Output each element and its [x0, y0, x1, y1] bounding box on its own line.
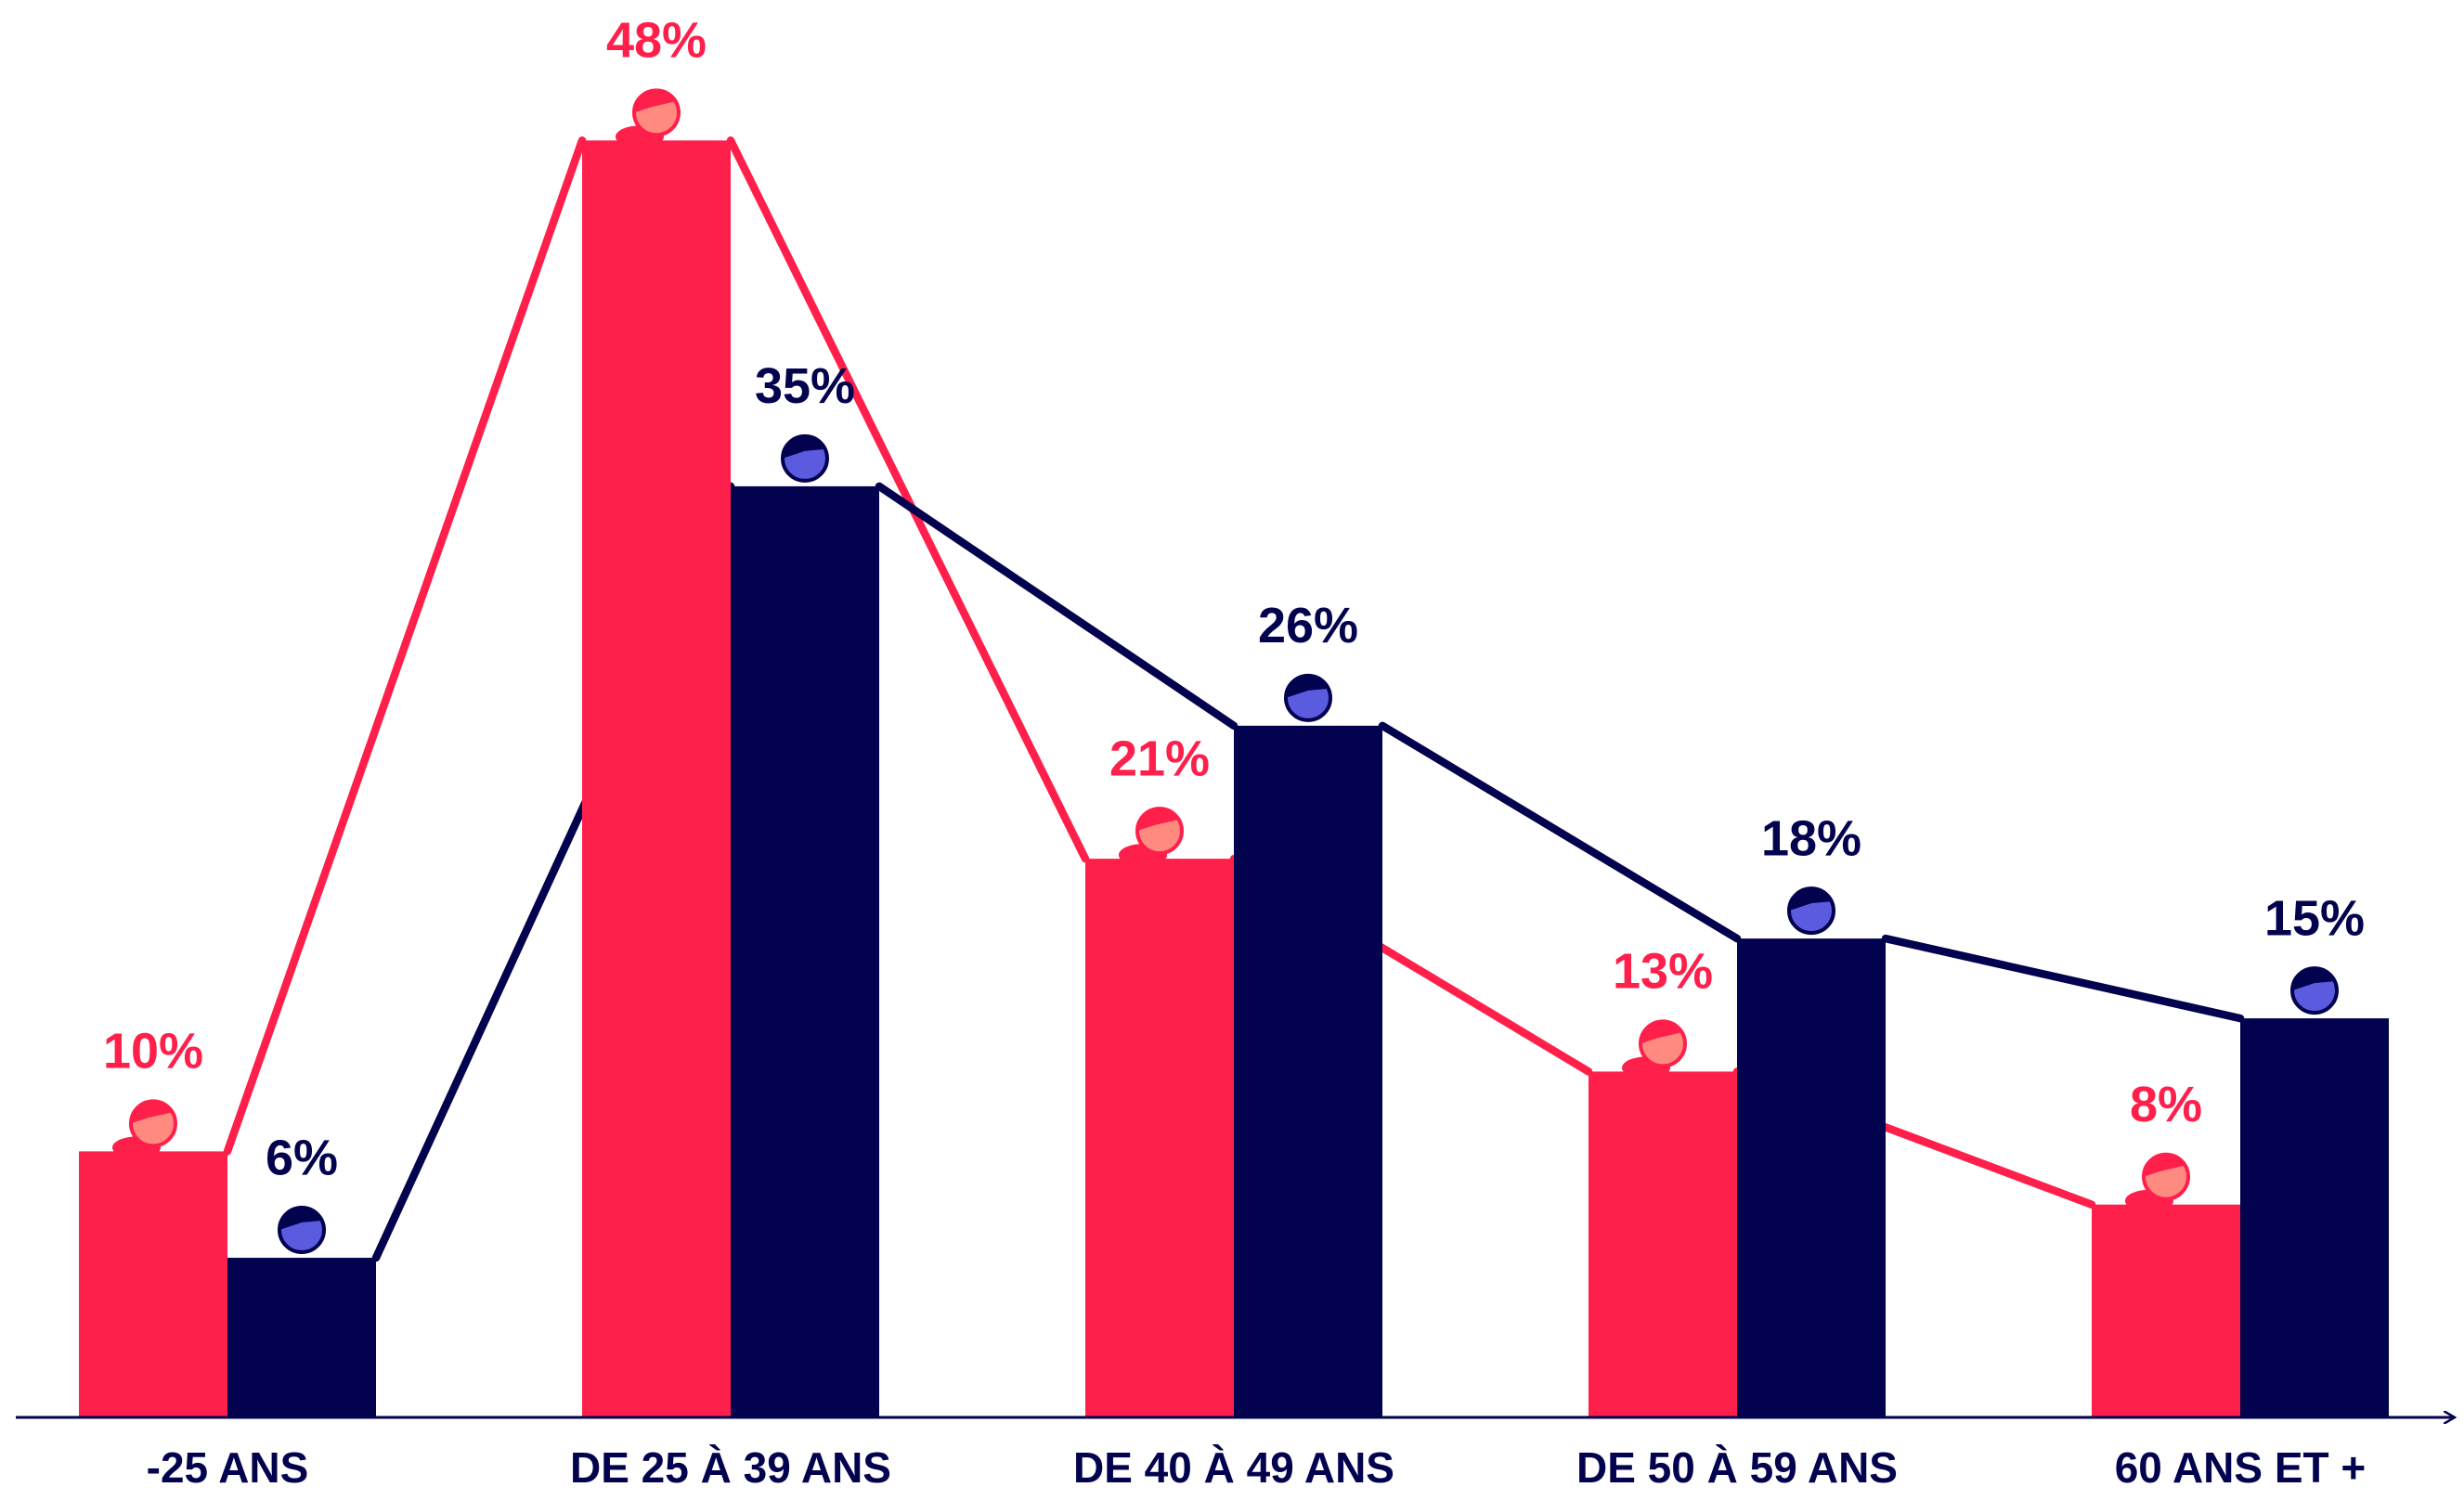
bar — [1234, 725, 1382, 1417]
connector-line — [726, 136, 1090, 863]
value-label: 26% — [1258, 598, 1358, 653]
icon-hair — [634, 91, 675, 113]
bar — [79, 1151, 227, 1417]
bar — [731, 485, 879, 1417]
icon-hair — [782, 435, 825, 459]
value-label: 8% — [2130, 1077, 2202, 1132]
bar — [1085, 859, 1234, 1417]
value-label: 6% — [266, 1130, 338, 1185]
value-label: 21% — [1109, 731, 1210, 786]
bar — [2092, 1204, 2240, 1417]
connector-line — [1881, 934, 2245, 1023]
bar — [582, 140, 731, 1417]
icon-hair — [131, 1102, 172, 1124]
connector-line — [223, 136, 587, 1156]
value-label: 15% — [2264, 890, 2365, 946]
x-tick-label: DE 40 À 49 ANS — [1073, 1443, 1394, 1492]
x-tick-label: DE 25 À 39 ANS — [570, 1443, 891, 1492]
icon-hair — [2291, 967, 2335, 991]
icon-hair — [1641, 1022, 1681, 1044]
bar — [227, 1258, 376, 1417]
bar — [1737, 938, 1886, 1417]
bar — [1589, 1071, 1737, 1417]
icon-hair — [1285, 675, 1329, 698]
value-label: 10% — [103, 1024, 203, 1080]
connector-line — [875, 482, 1238, 731]
bar — [2240, 1018, 2389, 1417]
value-label: 48% — [606, 13, 707, 69]
x-tick-label: DE 50 À 59 ANS — [1576, 1443, 1898, 1492]
icon-hair — [279, 1207, 322, 1231]
icon-hair — [2144, 1155, 2185, 1177]
x-tick-label: 60 ANS ET + — [2115, 1443, 2367, 1492]
value-label: 13% — [1613, 944, 1713, 1000]
connector-line — [1378, 721, 1742, 943]
icon-hair — [1788, 887, 1832, 912]
value-label: 18% — [1761, 810, 1861, 866]
icon-hair — [1137, 809, 1178, 832]
value-label: 35% — [755, 358, 855, 414]
x-tick-label: -25 ANS — [147, 1443, 309, 1492]
